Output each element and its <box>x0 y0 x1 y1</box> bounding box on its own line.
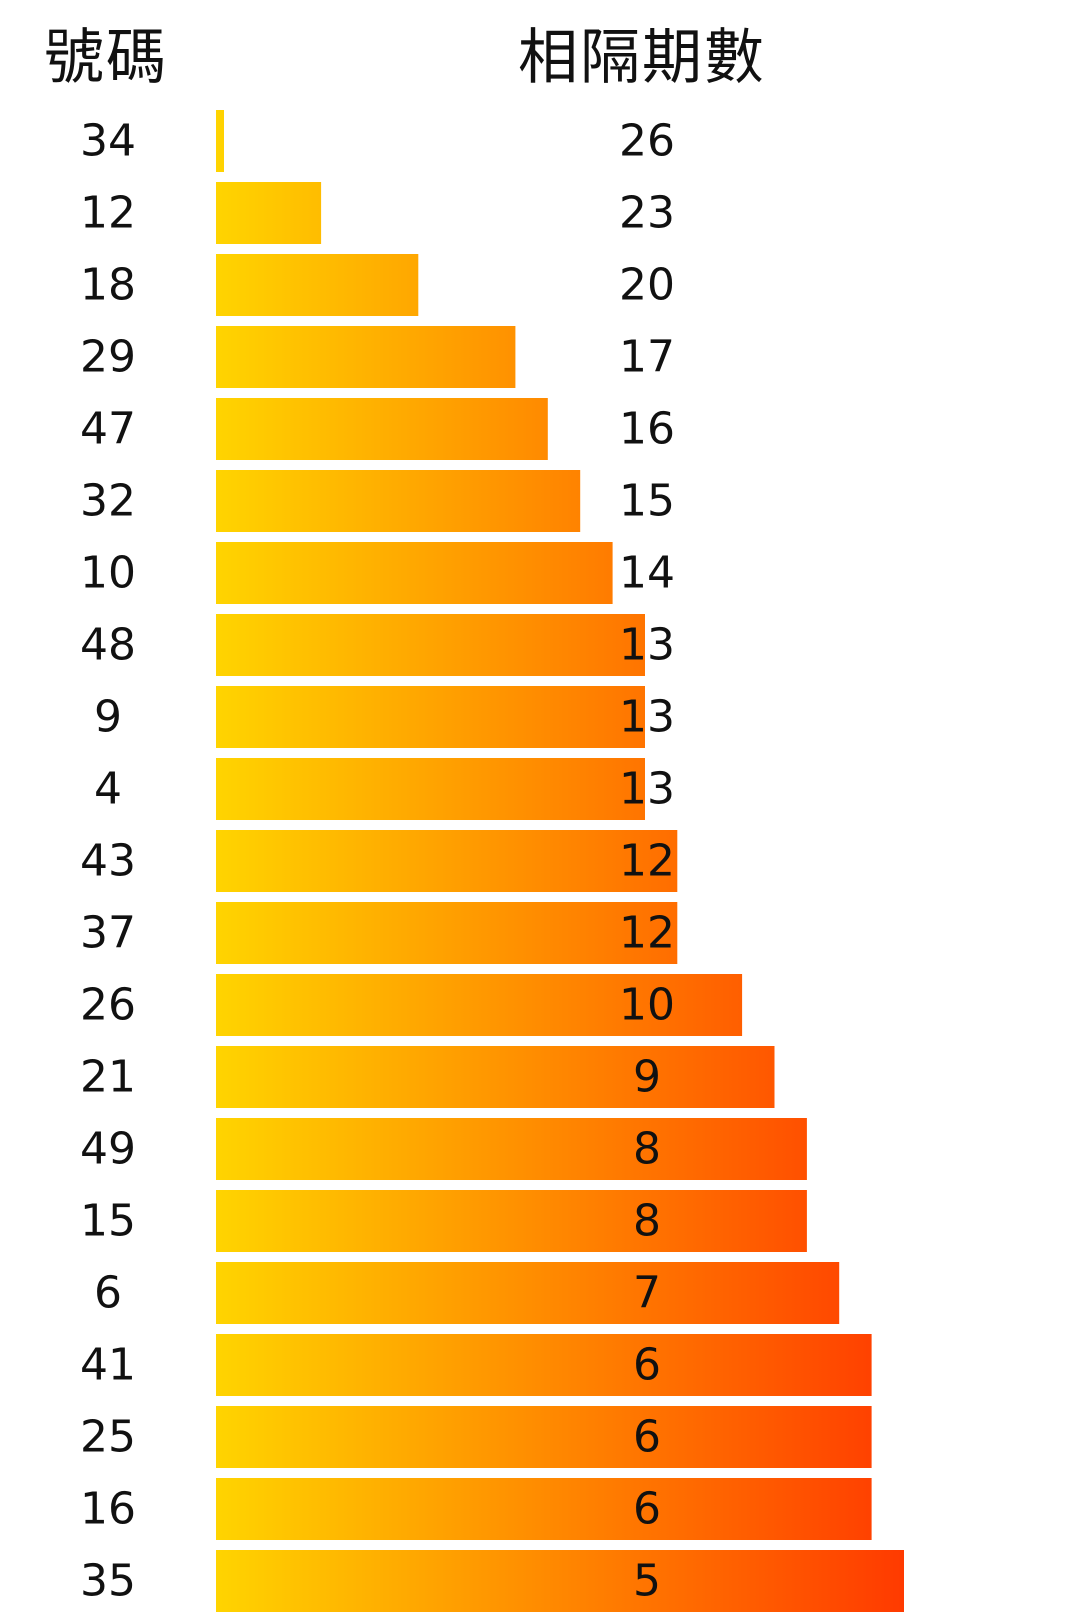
bar-number-4 <box>216 758 645 820</box>
bar-number-49 <box>216 1118 807 1180</box>
bar-number-18 <box>216 254 419 316</box>
value-label: 5 <box>633 1556 661 1607</box>
category-label: 41 <box>80 1340 136 1391</box>
bar-number-29 <box>216 326 516 388</box>
bar-number-32 <box>216 470 581 532</box>
bar-number-48 <box>216 614 645 676</box>
bar-number-37 <box>216 902 678 964</box>
category-label: 16 <box>80 1484 136 1535</box>
value-label: 26 <box>619 116 675 167</box>
value-label: 7 <box>633 1268 661 1319</box>
value-label: 15 <box>619 476 675 527</box>
value-label: 9 <box>633 1052 661 1103</box>
category-label: 48 <box>80 620 136 671</box>
category-label: 34 <box>80 116 136 167</box>
bar-number-26 <box>216 974 743 1036</box>
bar-number-10 <box>216 542 613 604</box>
category-label: 29 <box>80 332 136 383</box>
category-label: 4 <box>94 764 122 815</box>
value-label: 6 <box>633 1412 661 1463</box>
bar-number-9 <box>216 686 645 748</box>
category-label: 37 <box>80 908 136 959</box>
bar-number-47 <box>216 398 548 460</box>
category-label: 15 <box>80 1196 136 1247</box>
bar-number-6 <box>216 1262 840 1324</box>
bar-number-35 <box>216 1550 904 1612</box>
bar-number-15 <box>216 1190 807 1252</box>
labels-layer: 34 26 12 23 18 20 29 17 47 16 32 15 10 14 48 13 9 13 4 13 43… <box>80 116 675 1607</box>
category-label: 18 <box>80 260 136 311</box>
category-label: 6 <box>94 1268 122 1319</box>
value-label: 8 <box>633 1124 661 1175</box>
category-label: 9 <box>94 692 122 743</box>
category-label: 47 <box>80 404 136 455</box>
category-label: 21 <box>80 1052 136 1103</box>
value-label: 8 <box>633 1196 661 1247</box>
value-label: 16 <box>619 404 675 455</box>
bars-layer <box>216 110 904 1612</box>
value-label: 6 <box>633 1340 661 1391</box>
bar-number-12 <box>216 182 322 244</box>
category-label: 12 <box>80 188 136 239</box>
category-label: 49 <box>80 1124 136 1175</box>
value-label: 6 <box>633 1484 661 1535</box>
bar-number-16 <box>216 1478 872 1540</box>
value-label: 17 <box>619 332 675 383</box>
value-label: 13 <box>619 764 675 815</box>
value-label: 13 <box>619 620 675 671</box>
bar-number-25 <box>216 1406 872 1468</box>
value-label: 12 <box>619 836 675 887</box>
category-label: 25 <box>80 1412 136 1463</box>
category-label: 43 <box>80 836 136 887</box>
bar-number-41 <box>216 1334 872 1396</box>
value-label: 14 <box>619 548 675 599</box>
bar-number-43 <box>216 830 678 892</box>
value-label: 10 <box>619 980 675 1031</box>
value-label: 20 <box>619 260 675 311</box>
column-header-gap: 相隔期數 <box>518 23 766 93</box>
value-label: 23 <box>619 188 675 239</box>
category-label: 10 <box>80 548 136 599</box>
value-label: 12 <box>619 908 675 959</box>
column-header-number: 號碼 <box>44 23 168 93</box>
value-label: 13 <box>619 692 675 743</box>
bar-number-34 <box>216 110 224 172</box>
bar-number-21 <box>216 1046 775 1108</box>
category-label: 32 <box>80 476 136 527</box>
category-label: 35 <box>80 1556 136 1607</box>
category-label: 26 <box>80 980 136 1031</box>
